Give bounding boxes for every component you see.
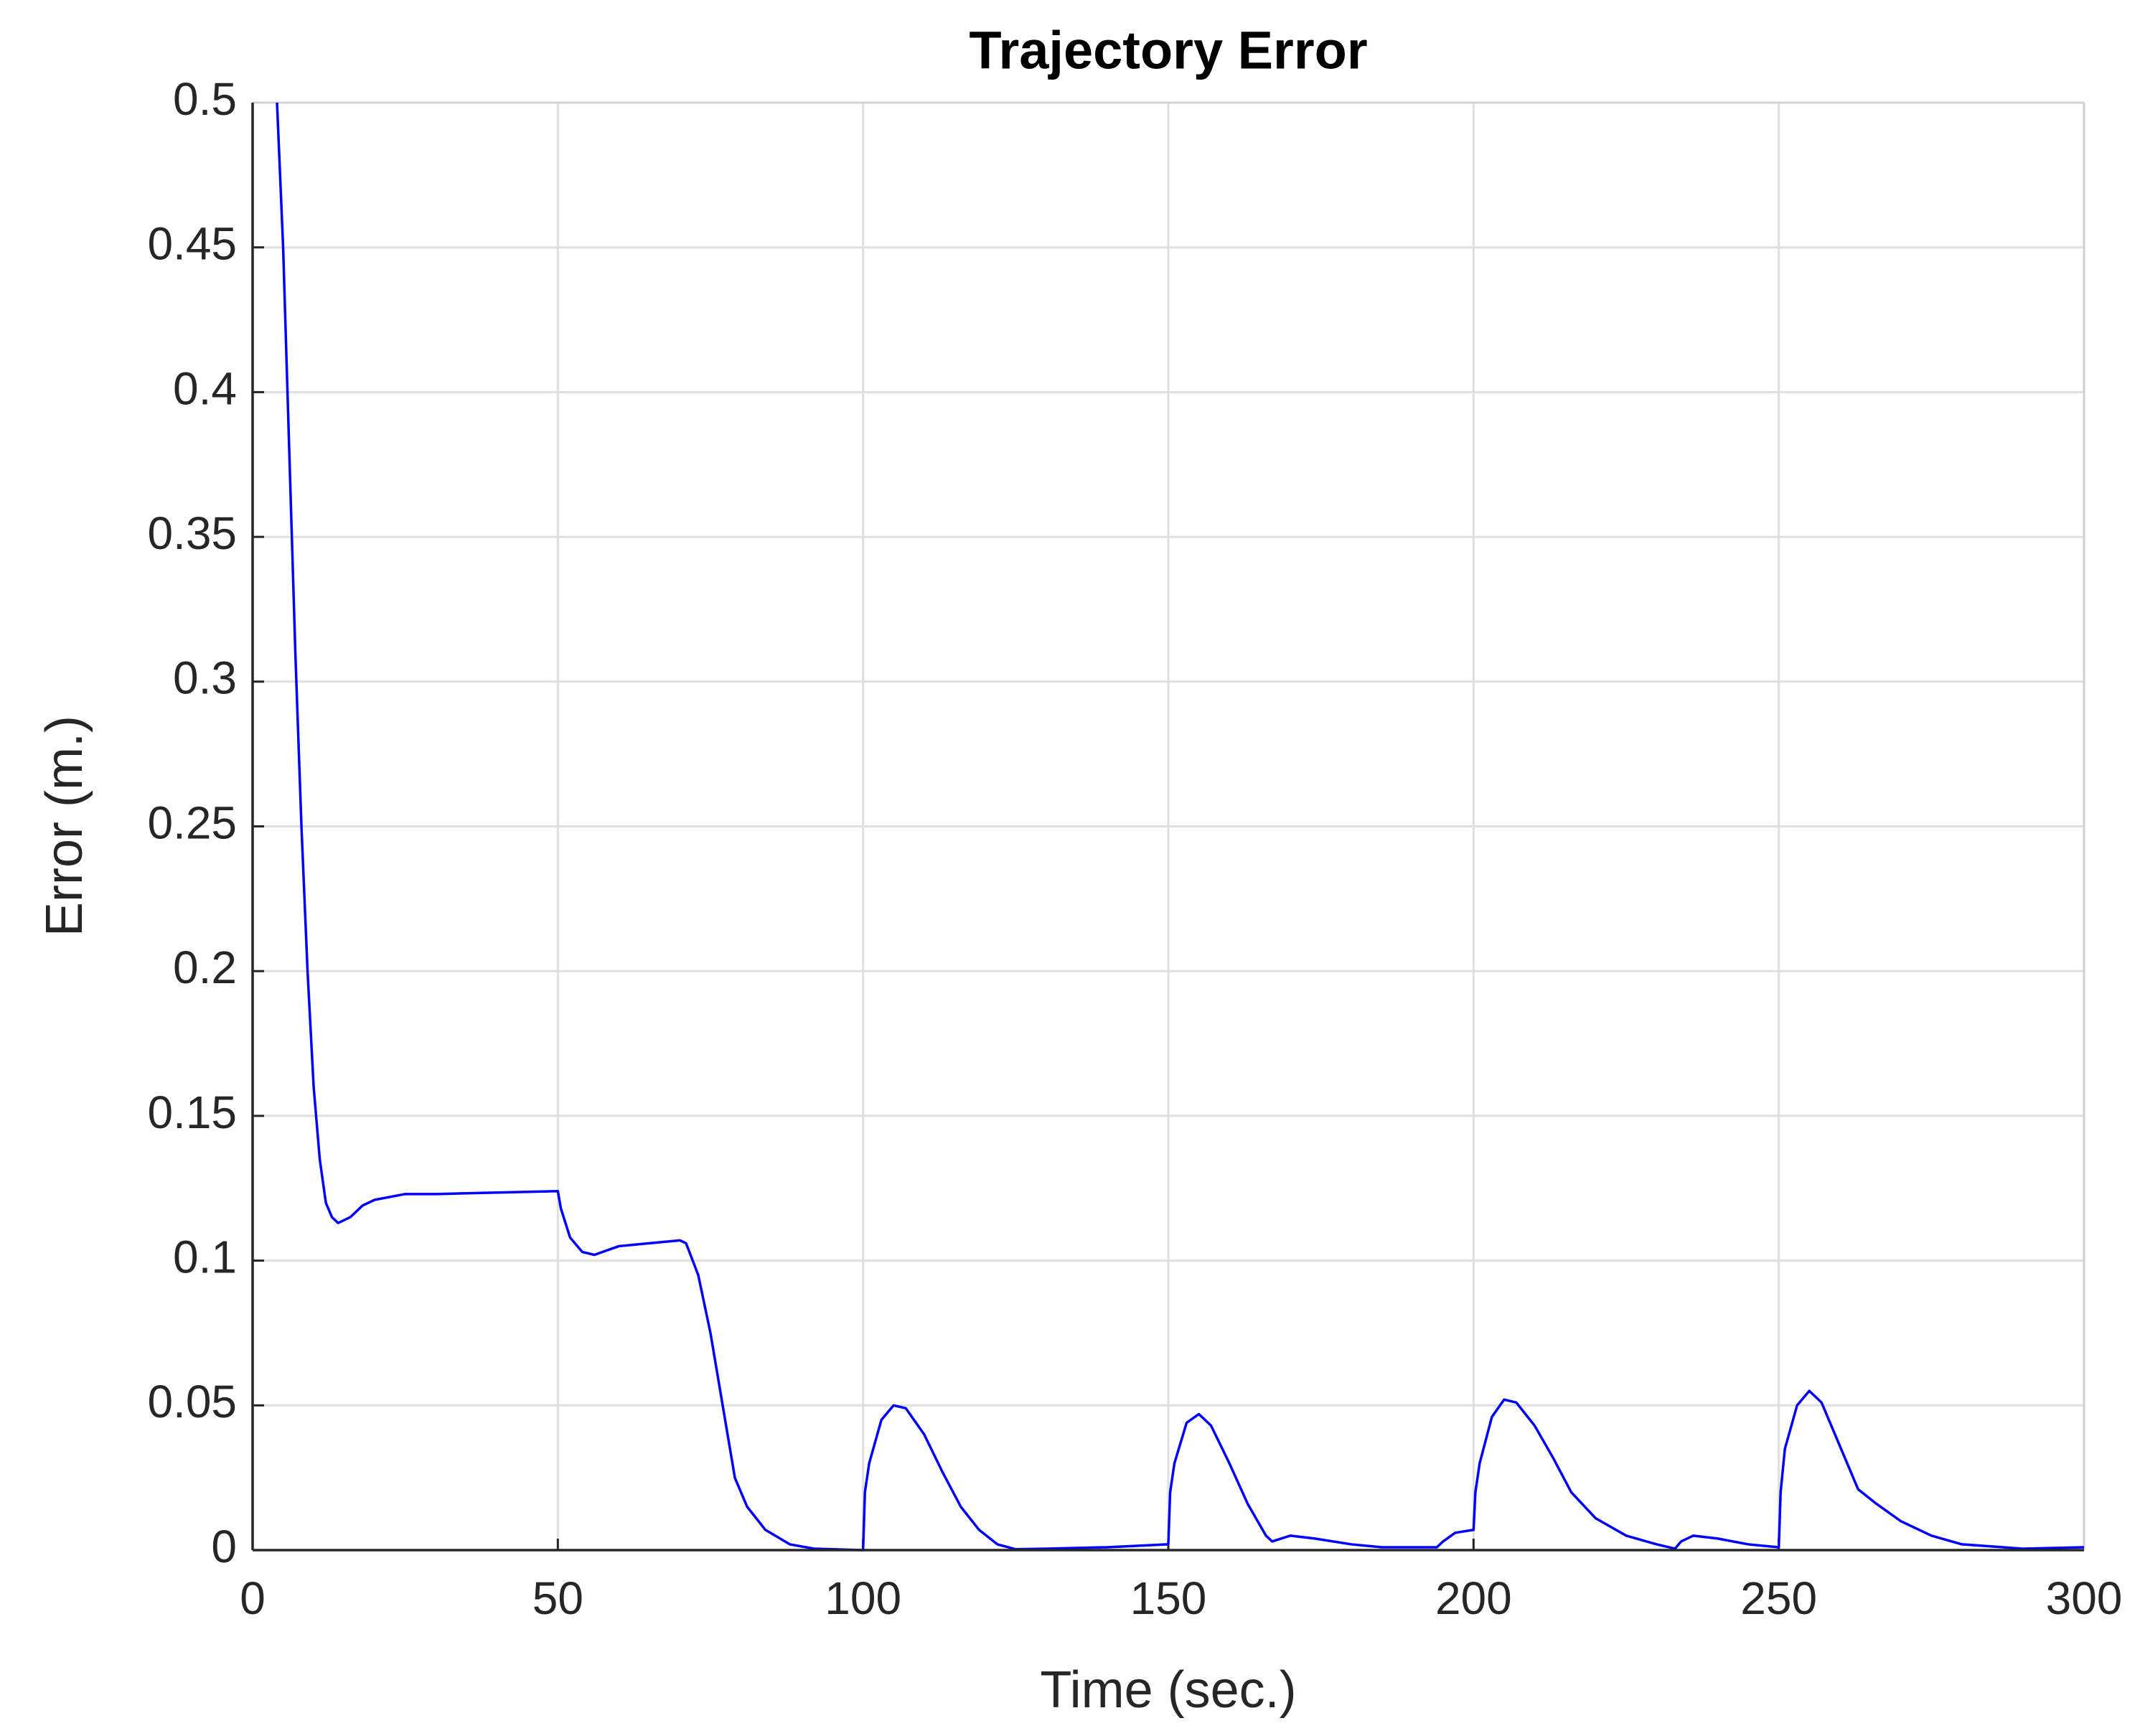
y-tick-label: 0.35 — [147, 507, 237, 559]
chart-title: Trajectory Error — [969, 21, 1367, 80]
y-axis-label: Error (m.) — [36, 715, 93, 937]
y-tick-label: 0.1 — [173, 1231, 237, 1283]
x-tick-label: 300 — [2046, 1572, 2123, 1624]
x-tick-label: 50 — [532, 1572, 583, 1624]
y-tick-label: 0.15 — [147, 1087, 237, 1138]
x-tick-label: 0 — [240, 1572, 266, 1624]
y-tick-label: 0.2 — [173, 942, 237, 993]
x-axis-label: Time (sec.) — [1040, 1661, 1296, 1719]
y-tick-label: 0.3 — [173, 652, 237, 704]
x-tick-label: 250 — [1740, 1572, 1817, 1624]
y-tick-label: 0.45 — [147, 218, 237, 270]
y-tick-label: 0.5 — [173, 73, 237, 125]
y-tick-label: 0 — [211, 1521, 237, 1572]
x-tick-label: 200 — [1435, 1572, 1512, 1624]
y-tick-label: 0.05 — [147, 1376, 237, 1427]
data-line — [276, 102, 2085, 1552]
x-tick-label: 150 — [1130, 1572, 1207, 1624]
y-tick-label: 0.25 — [147, 797, 237, 848]
x-tick-label: 100 — [825, 1572, 901, 1624]
y-tick-label: 0.4 — [173, 362, 237, 414]
